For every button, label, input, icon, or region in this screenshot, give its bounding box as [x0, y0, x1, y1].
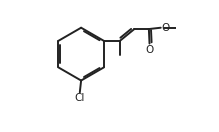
Text: O: O	[161, 23, 169, 33]
Text: Cl: Cl	[75, 93, 85, 103]
Text: O: O	[145, 45, 154, 55]
